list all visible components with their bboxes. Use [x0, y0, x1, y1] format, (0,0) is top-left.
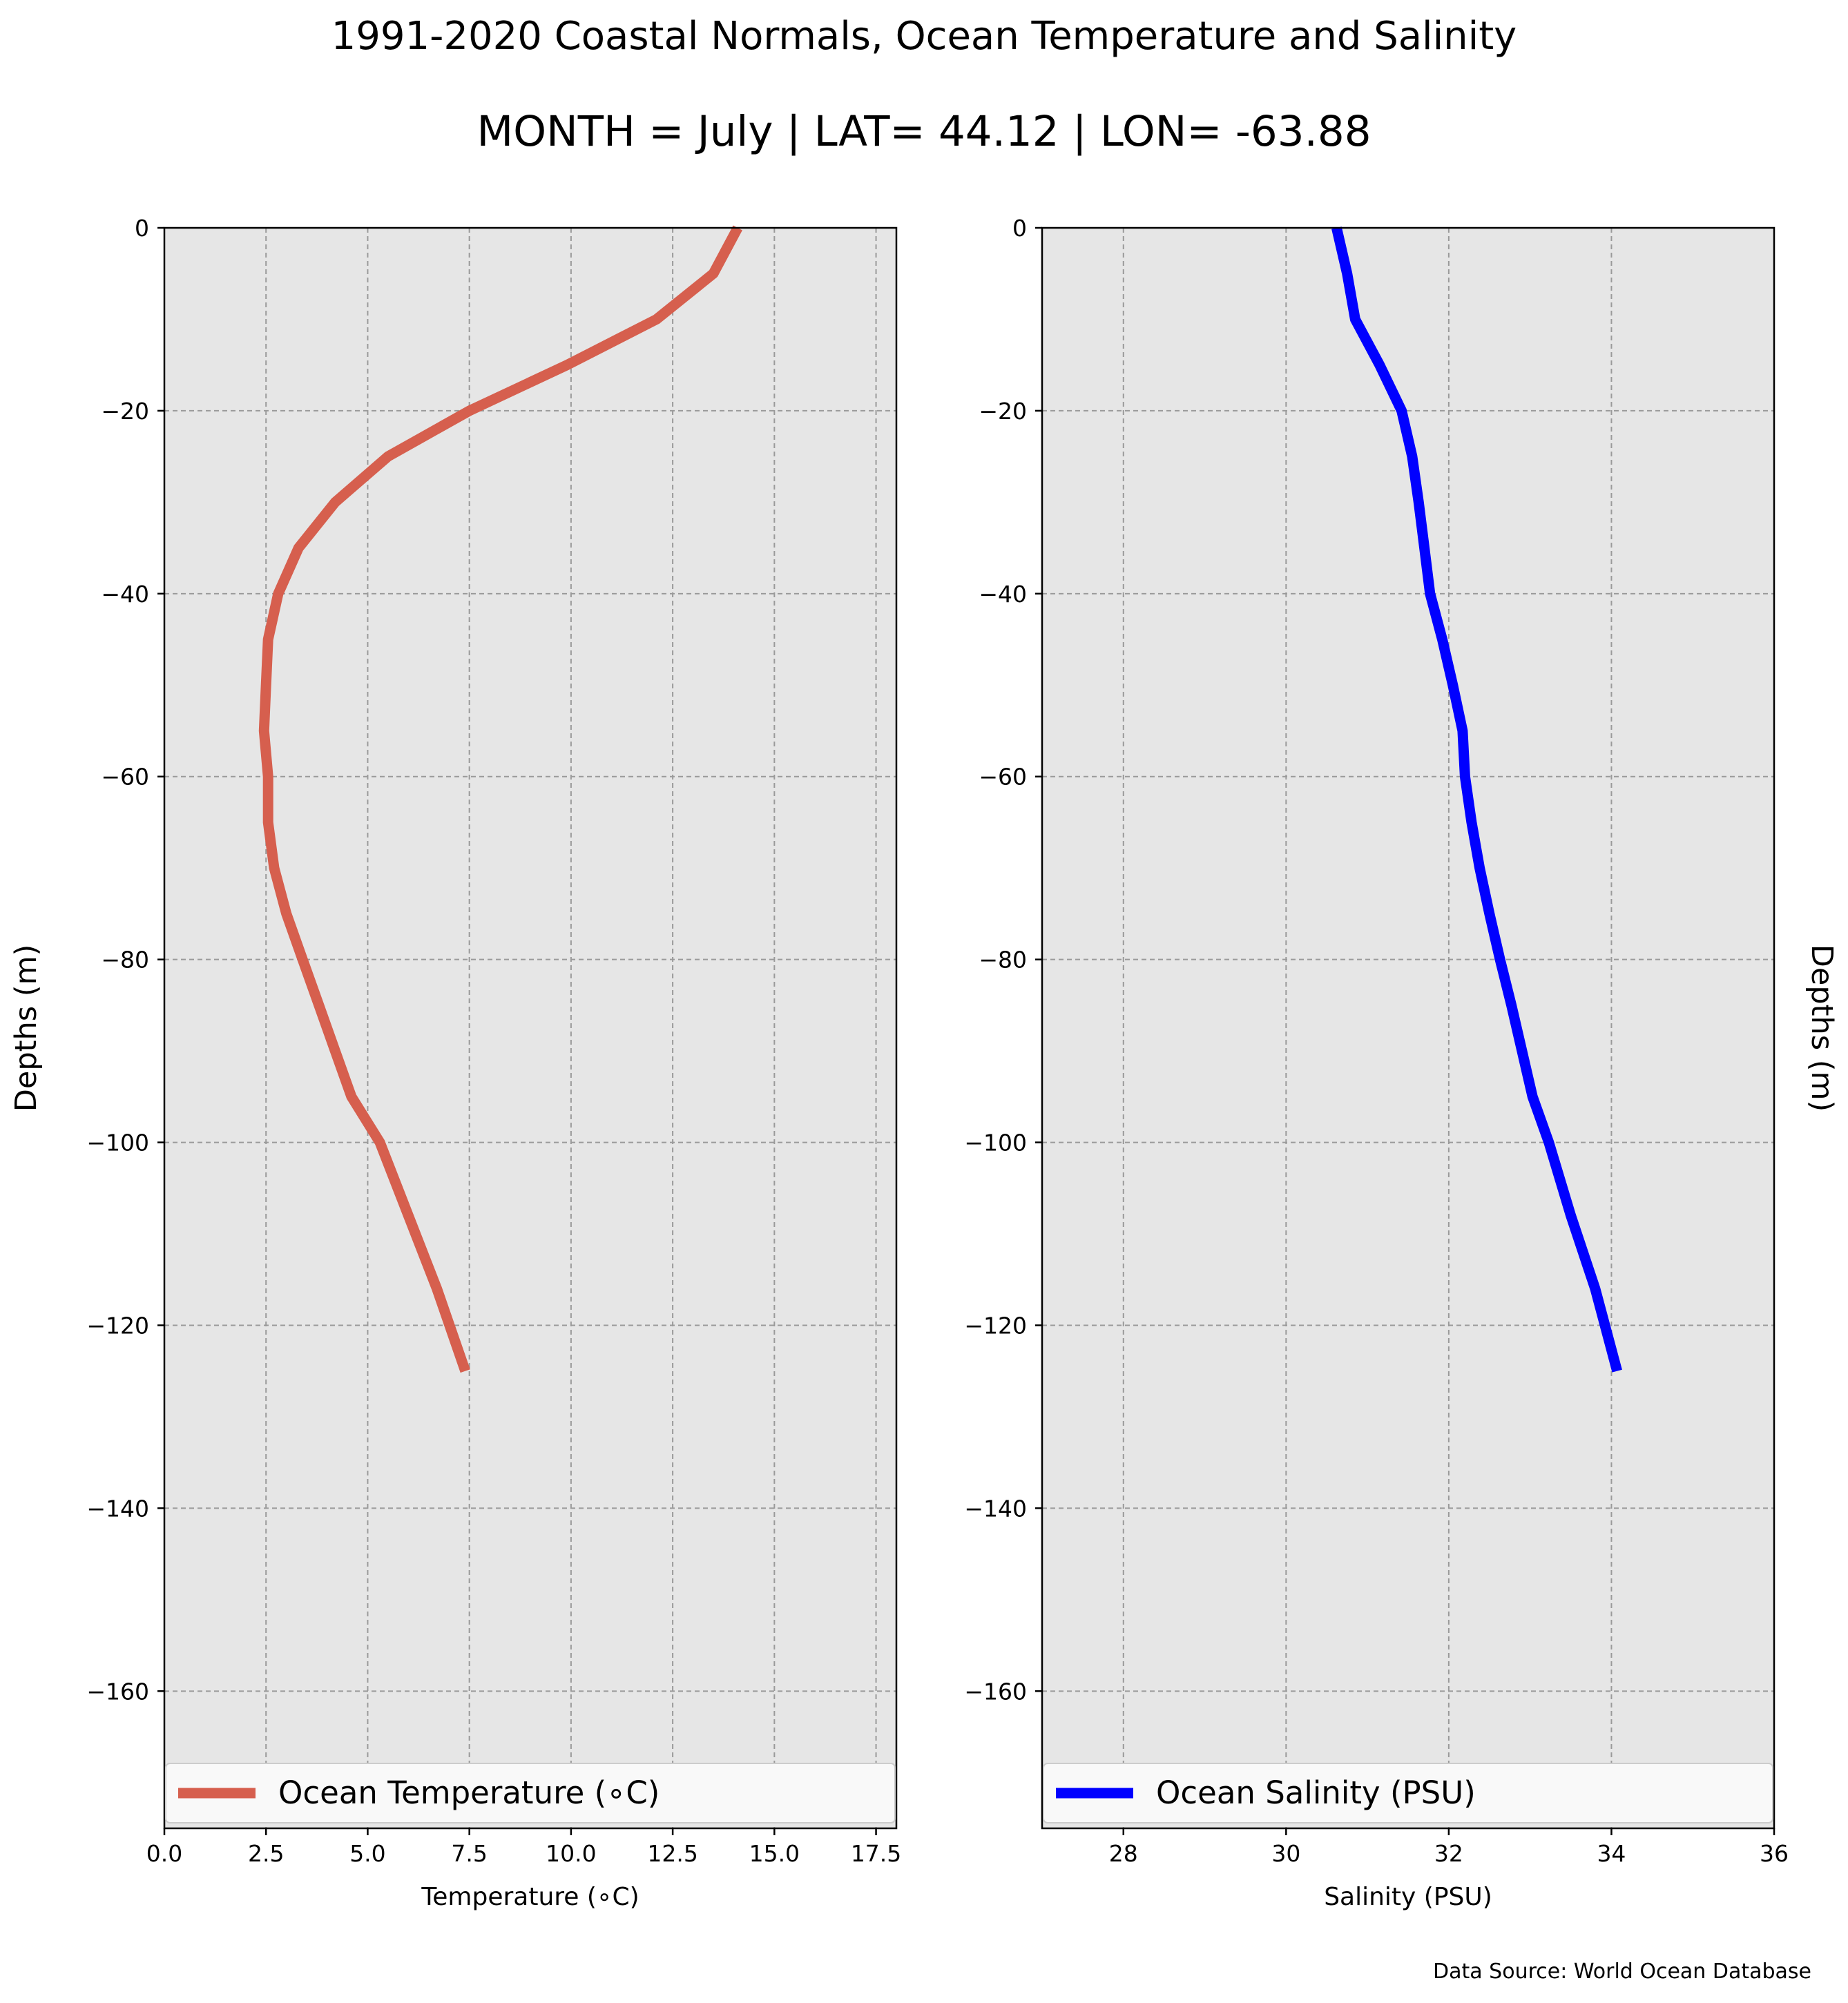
- y-tick-label: −120: [86, 1312, 149, 1339]
- x-tick-label: 15.0: [749, 1840, 800, 1867]
- y-tick-label: −20: [979, 398, 1027, 425]
- y-tick-label: −100: [964, 1130, 1027, 1157]
- chart-title: 1991-2020 Coastal Normals, Ocean Tempera…: [331, 14, 1517, 59]
- x-tick-label: 5.0: [349, 1840, 385, 1867]
- x-tick-label: 0.0: [146, 1840, 182, 1867]
- x-tick-label: 34: [1597, 1840, 1626, 1867]
- temperature-panel: 0.0 2.5 5.0 7.5 10.0 12.5 15.0 17.5 0 −20 −40 −60 −8…: [9, 215, 901, 1911]
- y-tick-label: 0: [135, 215, 149, 242]
- y-tick-label: −120: [964, 1312, 1027, 1339]
- y-tick-label: −140: [86, 1495, 149, 1522]
- x-tick-label: 12.5: [647, 1840, 697, 1867]
- x-axis-label: Temperature (∘C): [421, 1883, 639, 1911]
- y-tick-label: −160: [964, 1678, 1027, 1705]
- data-source-note: Data Source: World Ocean Database: [1433, 1960, 1811, 1984]
- plot-area: [164, 228, 896, 1828]
- x-tick-label: 2.5: [248, 1840, 284, 1867]
- y-tick-label: −140: [964, 1495, 1027, 1522]
- legend-label: Ocean Temperature (∘C): [278, 1774, 660, 1811]
- x-tick-label: 36: [1760, 1840, 1789, 1867]
- x-tick-label: 32: [1434, 1840, 1463, 1867]
- x-tick-label: 17.5: [851, 1840, 901, 1867]
- x-tick-label: 10.0: [546, 1840, 596, 1867]
- axes-frame: [1041, 226, 1775, 1830]
- x-tick-label: 7.5: [451, 1840, 487, 1867]
- y-tick-label: −20: [101, 398, 149, 425]
- y-tick-label: −80: [979, 947, 1027, 974]
- y-tick-label: −60: [979, 764, 1027, 791]
- y-tick-label: −40: [979, 581, 1027, 608]
- plot-area: [1042, 228, 1774, 1828]
- legend: Ocean Salinity (PSU): [1043, 1763, 1773, 1823]
- y-tick-label: −100: [86, 1130, 149, 1157]
- y-tick-label: −160: [86, 1678, 149, 1705]
- series-line-0: [258, 225, 742, 1373]
- x-tick-label: 30: [1271, 1840, 1300, 1867]
- x-tick-label: 28: [1109, 1840, 1138, 1867]
- legend-box: [165, 1763, 896, 1823]
- x-axis-label: Salinity (PSU): [1324, 1883, 1492, 1911]
- legend: Ocean Temperature (∘C): [165, 1763, 896, 1823]
- series-line-0: [1331, 226, 1622, 1373]
- y-axis-label: Depths (m): [9, 945, 44, 1112]
- chart-subtitle: MONTH = July | LAT= 44.12 | LON= -63.88: [477, 107, 1371, 156]
- y-tick-label: −60: [101, 764, 149, 791]
- salinity-panel: 28 30 32 34 36 0 −20 −40 −60 −80 −100 −120 −140 −160 S…: [964, 215, 1839, 1911]
- y-tick-label: 0: [1012, 215, 1027, 242]
- y-tick-label: −40: [101, 581, 149, 608]
- legend-label: Ocean Salinity (PSU): [1156, 1774, 1476, 1811]
- legend-box: [1043, 1763, 1773, 1823]
- axes-frame: [163, 226, 898, 1830]
- y-tick-label: −80: [101, 947, 149, 974]
- y-axis-label: Depths (m): [1804, 945, 1839, 1112]
